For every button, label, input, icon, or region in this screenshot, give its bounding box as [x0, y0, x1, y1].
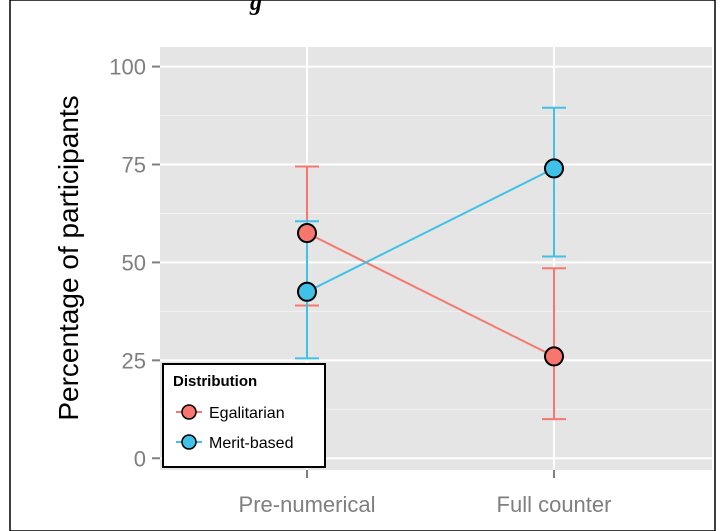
data-point [544, 346, 564, 367]
y-tick-label: 0 [134, 446, 146, 471]
y-tick-label: 100 [109, 55, 146, 80]
y-tick-label: 50 [122, 250, 146, 275]
legend-items: Egalitarian Merit-based [176, 404, 293, 452]
legend-key-point [181, 404, 197, 420]
data-point [544, 158, 564, 179]
legend-label: Merit-based [209, 435, 293, 452]
data-point [297, 281, 317, 302]
legend-title: Distribution [173, 373, 257, 390]
legend: Distribution Egalitarian Merit-based [162, 363, 326, 468]
y-axis-title: Percentage of participants [53, 95, 84, 420]
series-layer [295, 106, 566, 421]
y-tick-label: 25 [122, 348, 146, 373]
chart-title-fragment: g [249, 0, 262, 16]
figure-border [9, 0, 716, 531]
axes: 0 25 50 75 100 Pre-numerical Full counter [109, 55, 611, 517]
series-group [295, 106, 566, 360]
series-line [306, 167, 555, 293]
series-line [306, 232, 555, 358]
legend-label: Egalitarian [209, 405, 285, 422]
x-tick-label: Full counter [497, 492, 612, 517]
y-tick-label: 75 [122, 153, 146, 178]
legend-key-point [181, 434, 197, 450]
x-tick-label: Pre-numerical [239, 492, 376, 517]
data-point [297, 223, 317, 244]
